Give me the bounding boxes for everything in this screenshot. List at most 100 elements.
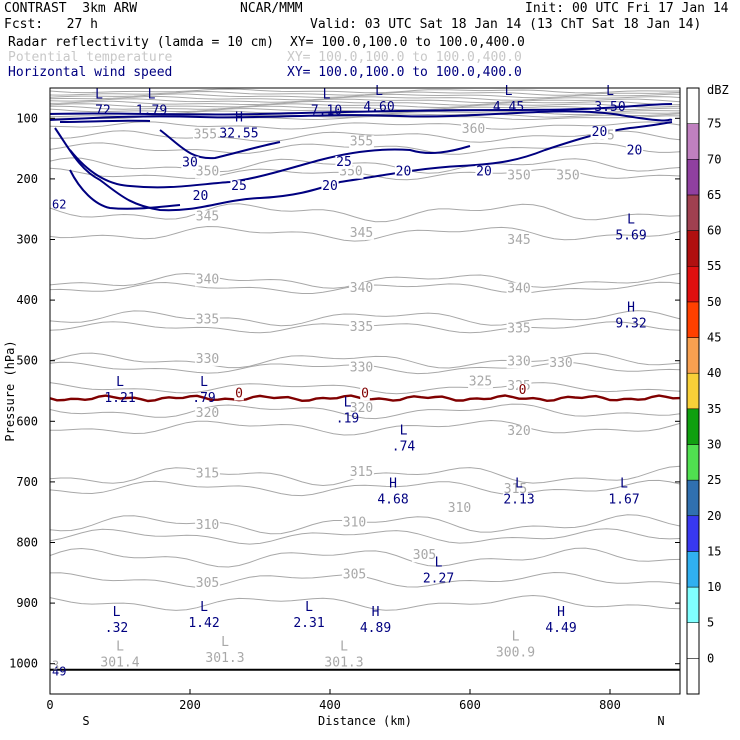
wind-label-bg (191, 189, 210, 203)
field-name-wind: Horizontal wind speed (8, 65, 173, 80)
extremum-value: 4.49 (545, 621, 576, 636)
wind-contour-line (54, 121, 673, 212)
theta-label-bg (412, 549, 437, 563)
field-xy-theta: XY= 100.0,100.0 to 100.0,400.0 (287, 50, 522, 65)
theta-label: 350 (507, 168, 530, 183)
wind-label: 20 (592, 125, 608, 140)
extremum-marker: L (200, 600, 208, 615)
colorbar-label: 75 (707, 117, 721, 131)
theta-label-bg (342, 516, 367, 530)
theta-label-bg (349, 361, 374, 375)
x-axis-label: Distance (km) (318, 714, 412, 728)
colorbar-swatch (686, 658, 700, 695)
extremum-value: .19 (336, 411, 359, 426)
theta-label-bg (555, 169, 581, 183)
contour-labels: 3603553553553503503503503453453453403403… (52, 84, 647, 679)
y-tick-label: 300 (16, 233, 38, 247)
wind-label-bg (234, 387, 244, 401)
extremum-value: 4.45 (493, 100, 524, 115)
wind-label: 20 (322, 179, 338, 194)
theta-label: 340 (507, 282, 530, 297)
extremum-value: .72 (87, 104, 110, 119)
theta-contour-line (50, 90, 680, 96)
extremum-marker: L (323, 88, 331, 103)
field-name-theta: Potential temperature (8, 50, 173, 65)
extremum-value: 1.67 (608, 493, 639, 508)
theta-label: 315 (504, 482, 527, 497)
colorbar-unit: dBZ (707, 83, 729, 97)
theta-contour-line (50, 157, 680, 174)
extremum-value: 301.3 (205, 651, 244, 666)
extremum-marker: L (95, 88, 103, 103)
colorbar-swatch (686, 551, 700, 588)
y-tick-label: 500 (16, 354, 38, 368)
extremum-value: 4.68 (377, 493, 408, 508)
wind-contour-line (69, 145, 471, 189)
theta-label: 320 (350, 401, 373, 416)
extremum-marker: H (389, 477, 397, 492)
theta-label: 330 (196, 352, 219, 367)
theta-label: 315 (350, 465, 373, 480)
extremum-marker: L (512, 629, 520, 644)
extremum-marker: H (235, 111, 243, 126)
wind-contour-line (159, 129, 281, 160)
extremum-value: 5.69 (615, 228, 646, 243)
theta-label: 330 (350, 360, 373, 375)
extremum-marker: L (200, 375, 208, 390)
wind-label-bg (590, 126, 609, 140)
field-xy-reflectivity: XY= 100.0,100.0 to 100.0,400.0 (290, 35, 525, 50)
x-axis-south-label: S (82, 714, 89, 728)
colorbar-label: 0 (707, 651, 714, 665)
init-time: Init: 00 UTC Fri 17 Jan 14 (525, 1, 729, 16)
theta-contour-line (50, 103, 680, 109)
extremum-value: 301.3 (324, 656, 363, 671)
colorbar-swatch (686, 622, 700, 659)
colorbar-swatch (686, 479, 700, 517)
extremum-marker: L (505, 84, 513, 99)
theta-label-bg (195, 406, 220, 420)
extremum-marker: L (116, 640, 124, 655)
theta-label: 340 (350, 281, 373, 296)
extremum-value: 3.50 (594, 100, 625, 115)
theta-label-bg (195, 577, 220, 591)
theta-label: 345 (350, 226, 373, 241)
edge-label: 49 (52, 665, 66, 679)
wind-label-bg (475, 165, 493, 179)
wind-label-bg (517, 383, 528, 397)
theta-label: 355 (350, 134, 373, 149)
x-tick-label: 400 (319, 698, 341, 712)
y-tick-label: 800 (16, 536, 38, 550)
theta-label: 305 (196, 576, 219, 591)
colorbar-swatch (686, 444, 700, 481)
theta-contour-line (50, 130, 680, 143)
extremum-value: 32.55 (219, 127, 258, 142)
theta-contour-line (50, 310, 680, 327)
theta-label: 320 (507, 424, 530, 439)
extremum-value: 300.9 (496, 645, 535, 660)
wind-label-bg (625, 144, 644, 158)
theta-contour-line (50, 203, 680, 223)
wind-label: 20 (627, 143, 643, 158)
extremum-value: 1.21 (104, 391, 135, 406)
wind-label: 0 (361, 386, 369, 401)
wind-contour-line (50, 110, 673, 122)
theta-label: 310 (343, 516, 366, 531)
extremum-value: 2.27 (423, 571, 454, 586)
plot-frame (49, 87, 681, 695)
theta-contour-line (50, 88, 680, 94)
theta-label: 345 (196, 209, 219, 224)
extremum-marker: L (375, 84, 383, 99)
theta-label-bg (195, 313, 220, 327)
colorbar-label: 50 (707, 295, 721, 309)
theta-contour-line (50, 479, 680, 497)
theta-label-bg (342, 568, 367, 582)
extremum-marker: L (305, 600, 313, 615)
colorbar-swatch (686, 586, 700, 623)
colorbar-label: 65 (707, 188, 721, 202)
wind-label-bg (360, 387, 370, 401)
theta-label-bg (195, 165, 220, 179)
theta-label: 345 (507, 233, 530, 248)
theta-label-bg (349, 466, 374, 480)
wind-label: 25 (231, 179, 247, 194)
